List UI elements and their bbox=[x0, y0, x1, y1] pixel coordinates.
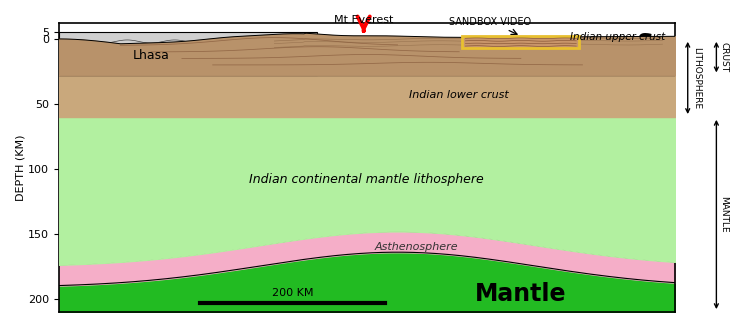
Text: S: S bbox=[636, 32, 653, 56]
Text: CRUST: CRUST bbox=[719, 42, 728, 72]
Text: Mantle: Mantle bbox=[475, 282, 566, 306]
Text: Indian upper crust: Indian upper crust bbox=[571, 32, 666, 42]
Text: Asthenosphere: Asthenosphere bbox=[374, 242, 458, 252]
Text: SANDBOX VIDEO: SANDBOX VIDEO bbox=[449, 17, 531, 34]
Text: MANTLE: MANTLE bbox=[719, 196, 728, 233]
Text: Mt Everest: Mt Everest bbox=[334, 15, 394, 31]
Text: Indian continental mantle lithosphere: Indian continental mantle lithosphere bbox=[250, 173, 484, 186]
Text: N: N bbox=[77, 32, 97, 56]
Polygon shape bbox=[59, 32, 317, 75]
Text: Indian lower crust: Indian lower crust bbox=[409, 90, 509, 100]
Text: 200 KM: 200 KM bbox=[272, 288, 314, 298]
Text: LITHOSPHERE: LITHOSPHERE bbox=[692, 47, 701, 109]
Y-axis label: DEPTH (KM): DEPTH (KM) bbox=[15, 134, 25, 201]
Bar bbox=[462, 36, 579, 48]
Text: Lhasa: Lhasa bbox=[133, 49, 170, 62]
